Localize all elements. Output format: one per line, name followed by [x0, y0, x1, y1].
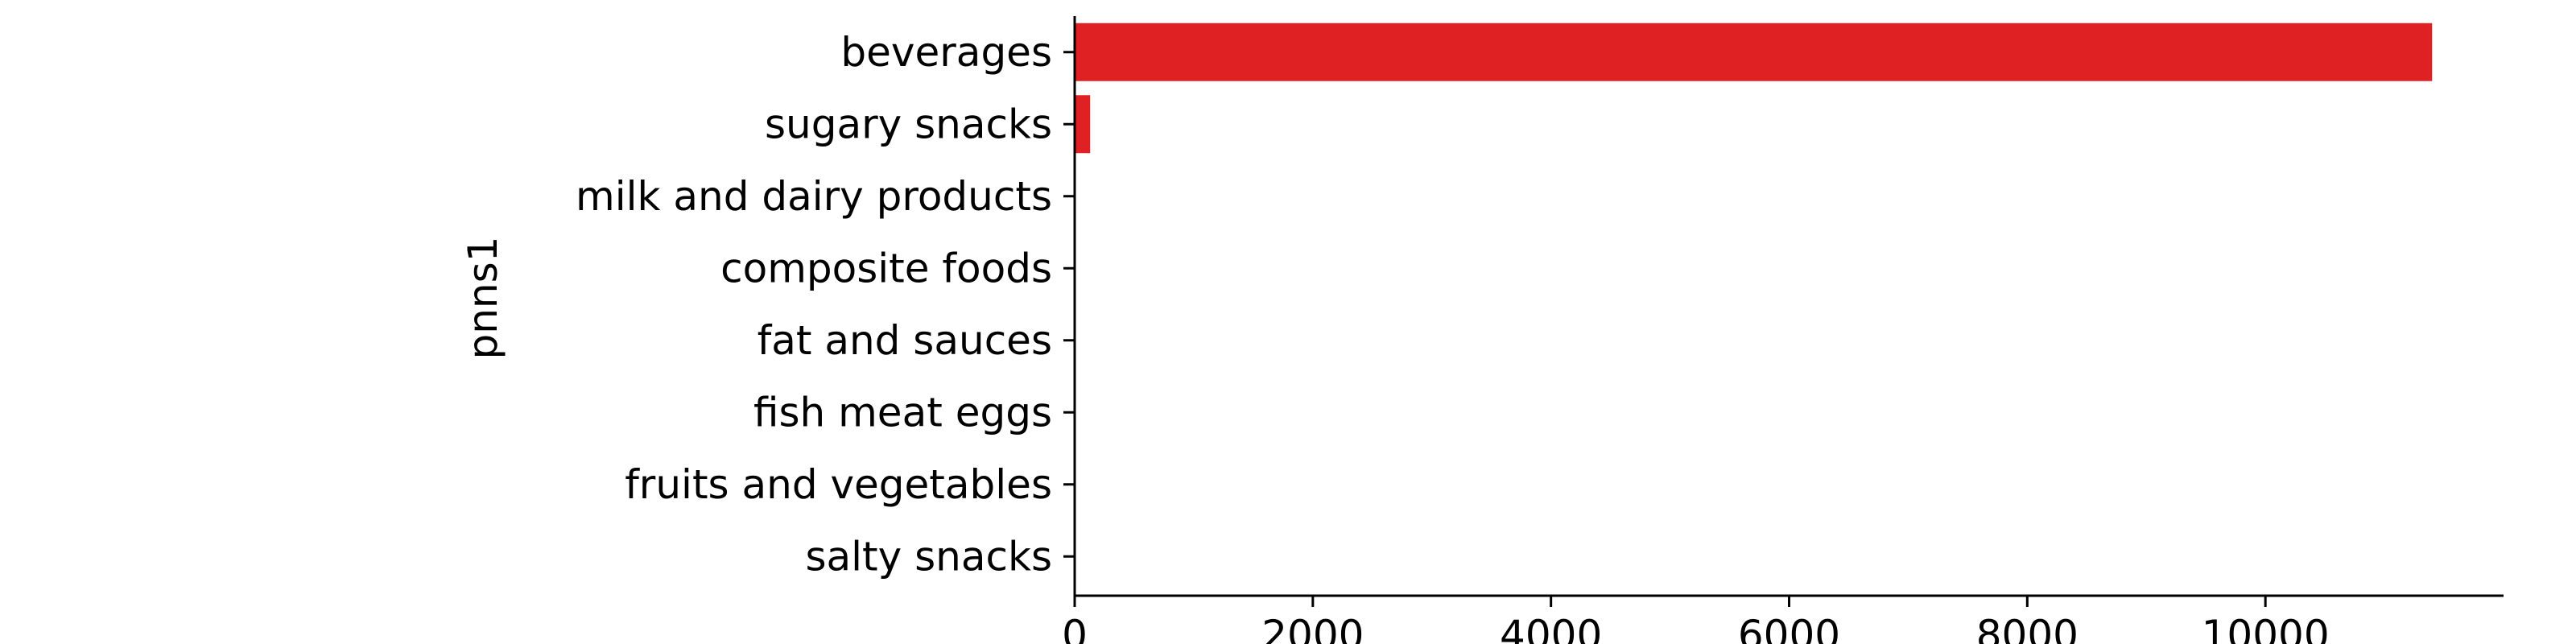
y-tick-label: fruits and vegetables [625, 461, 1052, 508]
x-tick-label: 6000 [1738, 612, 1840, 644]
y-tick-label: fish meat eggs [753, 389, 1052, 436]
bar [1075, 95, 1091, 154]
y-tick-label: beverages [840, 29, 1052, 76]
bars-group [1075, 23, 2433, 154]
x-tick-label: 2000 [1261, 612, 1364, 644]
y-tick-label: salty snacks [805, 533, 1052, 580]
y-tick-label: fat and sauces [758, 317, 1052, 364]
y-tick-label: composite foods [720, 245, 1052, 291]
bar [1075, 23, 2433, 81]
y-tick-label: milk and dairy products [576, 173, 1052, 220]
x-tick-label: 4000 [1500, 612, 1602, 644]
x-tick-label: 0 [1062, 612, 1088, 644]
x-axis-ticks: 0 2000 4000 6000 8000 10000 [1062, 596, 2330, 644]
y-axis-title: pnns1 [460, 237, 506, 360]
y-axis-ticks: beverages sugary snacks milk and dairy pro… [576, 29, 1075, 580]
y-tick-label: sugary snacks [765, 101, 1052, 147]
x-tick-label: 10000 [2202, 612, 2330, 644]
x-tick-label: 8000 [1976, 612, 2079, 644]
